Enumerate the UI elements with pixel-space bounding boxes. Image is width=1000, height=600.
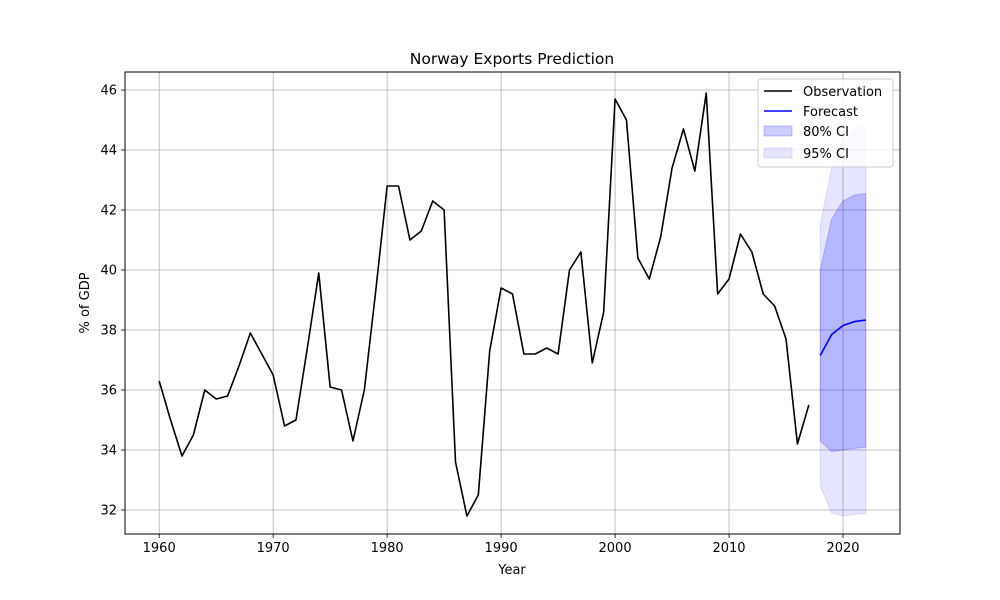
ci80-band — [819, 192, 867, 453]
x-tick-label: 2000 — [599, 541, 632, 556]
line-layer — [158, 92, 866, 517]
legend: Observation Forecast 80% CI 95% CI — [757, 78, 894, 168]
x-axis-label: Year — [497, 563, 526, 578]
band-layer — [819, 125, 867, 517]
y-tick-label: 40 — [100, 264, 117, 279]
legend-label-95ci: 95% CI — [803, 147, 849, 162]
legend-label-80ci: 80% CI — [803, 125, 849, 140]
grid-layer — [125, 72, 900, 534]
plot-area-frame — [124, 71, 901, 535]
legend-label-observation: Observation — [803, 85, 882, 100]
x-tick-label: 1960 — [143, 541, 176, 556]
y-axis-label: % of GDP — [78, 272, 93, 333]
y-tick-label: 36 — [100, 384, 117, 399]
forecast-line — [819, 319, 866, 356]
y-tick-label: 34 — [100, 444, 117, 459]
x-tick-label: 2010 — [712, 541, 745, 556]
observation-line — [158, 92, 810, 517]
legend-label-forecast: Forecast — [803, 105, 858, 120]
y-tick-label: 42 — [100, 204, 117, 219]
x-tick-label: 1990 — [485, 541, 518, 556]
y-tick-label: 32 — [100, 504, 117, 519]
x-tick-label: 1970 — [257, 541, 290, 556]
y-tick-label: 38 — [100, 324, 117, 339]
chart-title: Norway Exports Prediction — [410, 50, 614, 68]
legend-swatch-95ci — [763, 147, 793, 159]
y-tick-label: 44 — [100, 144, 117, 159]
x-tick-label: 1980 — [371, 541, 404, 556]
y-tick-label: 46 — [100, 84, 117, 99]
legend-box — [757, 78, 894, 168]
tick-layer: 1960 1970 1980 1990 2000 2010 2020 32 34 36 38 40 42… — [100, 84, 859, 557]
legend-swatch-80ci — [763, 125, 793, 137]
x-tick-label: 2020 — [826, 541, 859, 556]
